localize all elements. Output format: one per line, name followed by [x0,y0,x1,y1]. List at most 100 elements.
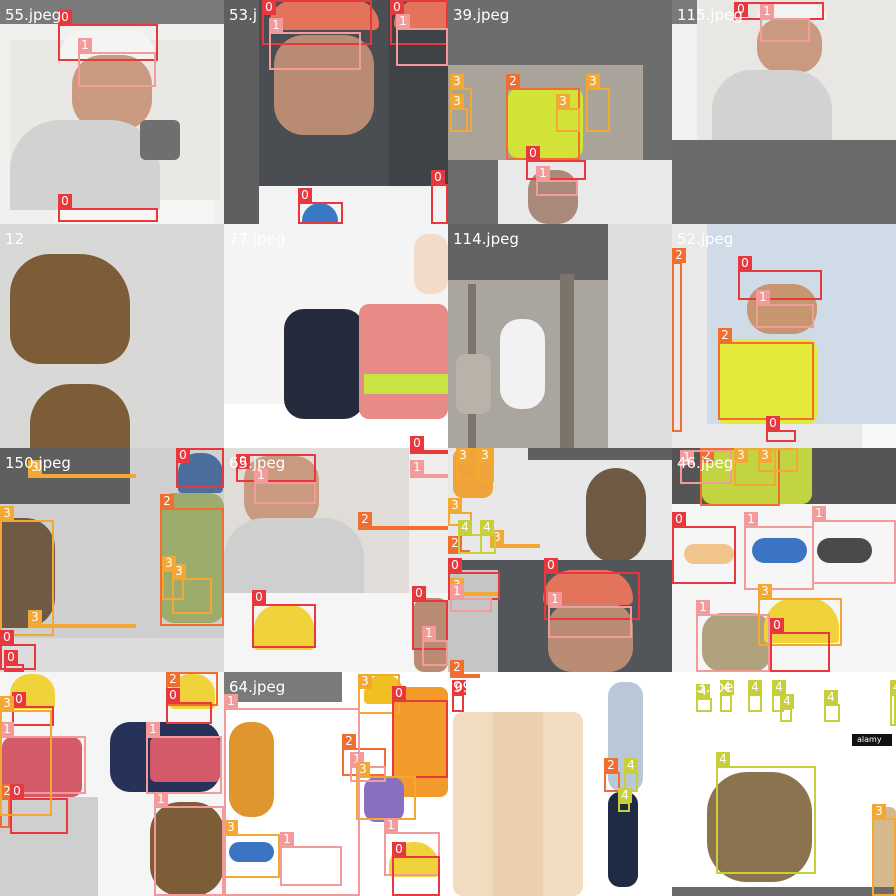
tile-label: 99.jpeg [453,678,510,696]
bounding-box-class-0: 0 [176,448,224,488]
bounding-box-class-0: 0 [431,170,448,224]
bounding-box-class-4: 4 [748,680,762,712]
tile-label: 77.jpeg [229,230,286,248]
tile-115 [672,0,896,224]
bounding-box-class-0: 0 [738,256,822,300]
bounding-box-class-0: 0 [236,454,316,482]
class-id-label: 0 [544,558,558,573]
bounding-box-class-4: 4 [618,788,632,812]
bounding-box-class-3: 3 [734,448,776,486]
class-id-label: 0 [452,680,466,695]
class-id-label: 3 [450,94,464,109]
class-id-label: 2 [342,734,356,749]
class-id-label: 1 [78,38,92,53]
bounding-box-class-0: 0 [262,0,372,45]
tile-label: 12 [5,230,25,248]
class-id-label: 2 [506,74,520,89]
class-id-label: 0 [4,650,18,665]
bounding-box-class-0: 0 [58,194,158,222]
class-id-label: 4 [890,680,896,695]
bounding-box-class-0: 0 [452,680,466,712]
class-id-label: 1 [680,450,694,465]
class-id-label: 1 [744,512,758,527]
class-id-label: 0 [12,692,26,707]
class-id-label: 2 [160,494,174,509]
bounding-box-class-0: 0 [390,0,448,45]
class-id-label: 1 [422,626,436,641]
class-id-label: 0 [392,842,406,857]
class-id-label: 1 [154,792,168,807]
class-id-label: 3 [224,820,238,835]
class-id-label: 3 [172,564,186,579]
class-id-label: 1 [756,290,770,305]
class-id-label: 0 [176,448,190,463]
class-id-label: 4 [716,752,730,767]
class-id-label: 3 [0,696,14,711]
bounding-box-class-3: 3 [586,74,610,132]
bounding-box-class-0: 0 [410,436,448,454]
bounding-box-class-3: 3 [0,506,54,636]
class-id-label: 1 [269,18,283,33]
bounding-box-class-4: 4 [696,684,712,712]
class-id-label: 2 [604,758,618,773]
tile-label: 39.jpeg [453,6,510,24]
class-id-label: 1 [254,468,268,483]
class-id-label: 1 [410,460,424,475]
class-id-label: 0 [672,512,686,527]
class-id-label: 1 [280,832,294,847]
class-id-label: 1 [548,592,562,607]
alamy-watermark: alamy [857,735,882,744]
class-id-label: 0 [392,686,406,701]
class-id-label: 3 [358,674,372,689]
class-id-label: 0 [526,146,540,161]
bounding-box-class-1: 1 [280,832,342,886]
class-id-label: 1 [696,600,710,615]
bounding-box-class-1: 1 [254,468,316,504]
class-id-label: 0 [252,590,266,605]
bounding-box-class-3: 3 [490,530,540,548]
class-id-label: 0 [10,784,24,799]
class-id-label: 0 [262,0,276,15]
bounding-box-class-3: 3 [28,460,136,478]
bounding-box-class-0: 0 [672,512,736,584]
class-id-label: 3 [450,74,464,89]
class-id-label: 3 [872,804,886,819]
tile-39 [448,0,672,224]
class-id-label: 2 [450,660,464,675]
bounding-box-class-0: 0 [12,692,54,726]
class-id-label: 4 [696,684,710,699]
tile-114 [448,224,672,448]
class-id-label: 0 [58,194,72,209]
class-id-label: 1 [0,722,14,737]
class-id-label: 1 [760,4,774,19]
bounding-box-class-1: 1 [536,166,578,196]
class-id-label: 1 [812,506,826,521]
bounding-box-class-0: 0 [544,558,640,620]
class-id-label: 1 [536,166,550,181]
bounding-box-class-3: 3 [478,448,494,482]
class-id-label: 4 [720,680,734,695]
bounding-box-class-0: 0 [0,630,36,670]
tile-mixed-1 [448,448,672,672]
bounding-box-class-1: 1 [680,450,732,484]
class-id-label: 4 [480,520,494,535]
class-id-label: 4 [772,680,786,695]
bounding-box-class-1: 1 [269,18,361,70]
class-id-label: 0 [410,436,424,451]
class-id-label: 0 [166,688,180,703]
tile-65 [224,448,448,672]
bounding-box-class-1: 1 [450,584,492,612]
class-id-label: 4 [618,788,632,803]
bounding-box-class-0: 0 [4,650,24,672]
bounding-box-class-0: 0 [298,188,343,224]
class-id-label: 3 [758,584,772,599]
bounding-box-class-1: 1 [384,818,440,876]
bounding-box-class-4: 4 [716,752,816,874]
bounding-box-class-1: 1 [756,290,814,328]
bounding-box-class-3: 3 [456,448,478,480]
bounding-box-class-4: 4 [890,680,896,726]
class-id-label: 3 [586,74,600,89]
bounding-box-class-0: 0 [392,842,440,896]
bounding-box-class-2: 2 [604,758,620,792]
